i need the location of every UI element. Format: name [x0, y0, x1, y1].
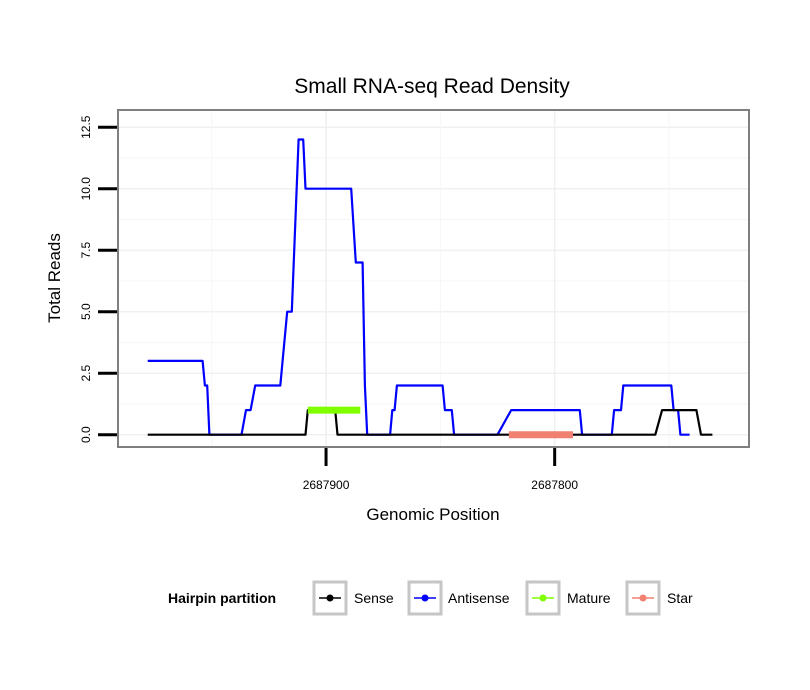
x-tick-label: 2687800 — [531, 478, 578, 492]
legend-title: Hairpin partition — [168, 590, 276, 606]
chart-title: Small RNA-seq Read Density — [294, 75, 570, 98]
series-line-sense — [147, 409, 713, 436]
y-axis-title: Total Reads — [45, 233, 64, 323]
plot-panel — [117, 109, 750, 448]
legend-label-antisense: Antisense — [448, 590, 510, 606]
legend-key-point — [326, 594, 334, 602]
y-tick-label: 0.0 — [79, 426, 93, 443]
y-axis: 0.0 2.5 5.0 7.5 10.0 12.5 — [79, 115, 117, 443]
y-tick-label: 7.5 — [79, 242, 93, 259]
legend: Hairpin partition Sense Antisense Mature St… — [168, 580, 693, 616]
legend-label-sense: Sense — [354, 590, 394, 606]
legend-key-point — [639, 594, 647, 602]
y-tick-label: 12.5 — [79, 115, 93, 139]
legend-key-point — [421, 594, 429, 602]
y-tick-label: 2.5 — [79, 365, 93, 382]
x-tick-label: 2687900 — [303, 478, 350, 492]
x-axis: 2687900 2687800 — [303, 448, 578, 492]
x-axis-title: Genomic Position — [366, 505, 499, 524]
legend-label-mature: Mature — [567, 590, 611, 606]
series-lines — [147, 138, 713, 439]
y-tick-label: 5.0 — [79, 303, 93, 320]
legend-label-star: Star — [667, 590, 693, 606]
y-tick-label: 10.0 — [79, 177, 93, 201]
legend-key-point — [539, 594, 547, 602]
